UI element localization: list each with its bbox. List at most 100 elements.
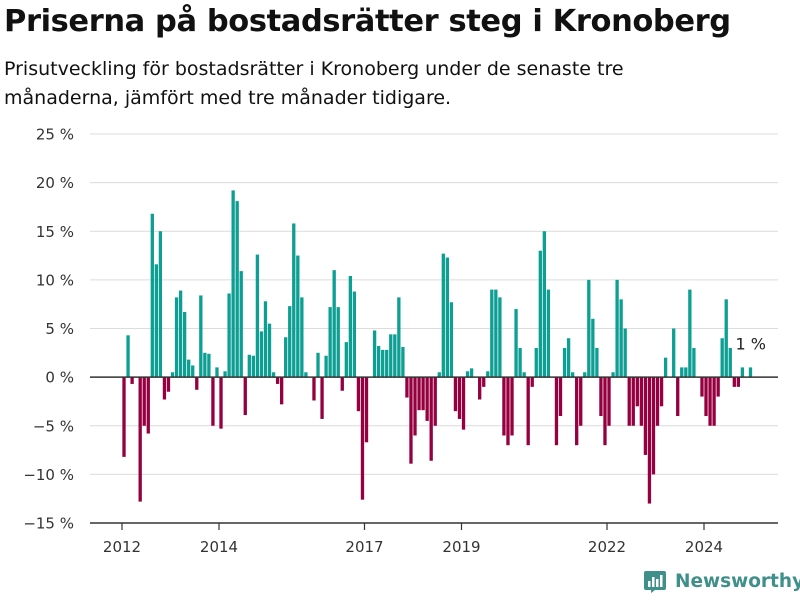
bar [126,335,130,378]
bar [271,372,276,378]
bar [692,347,696,378]
bar [284,337,288,378]
y-tick-label: 5 % [45,320,74,338]
bar [413,377,417,436]
bar [453,377,458,412]
bar [437,372,441,378]
bar [607,377,611,426]
bar [275,377,280,384]
bar [457,377,462,419]
bar [178,290,183,378]
bar [732,377,736,387]
bar [296,255,300,378]
bar [259,331,264,378]
bar [530,377,534,387]
bar [348,275,353,378]
bar [138,377,142,502]
bar [174,297,179,378]
chart-title: Priserna på bostadsrätter steg i Kronobe… [4,4,731,39]
bar [356,377,361,412]
bar [324,355,328,378]
bar [170,372,175,378]
bar [534,347,538,378]
bar [631,377,635,426]
bar [494,289,498,378]
bar [130,377,134,384]
axes [90,376,778,530]
bar [635,377,639,407]
bar [154,264,159,378]
bar [401,346,405,378]
bar [506,377,510,446]
bar [211,377,215,426]
bar [619,299,623,378]
bar [247,354,251,378]
bar [704,377,708,417]
y-tick-label: 20 % [36,174,74,192]
x-tick-label: 2012 [103,538,141,556]
bar [655,377,660,426]
bar [223,371,227,378]
bar [659,377,664,407]
bar [150,213,154,378]
bar [583,372,587,378]
y-tick-label: −10 % [23,466,74,484]
bar [663,357,668,378]
x-tick-label: 2019 [442,538,480,556]
bar [312,377,316,401]
bar [243,377,247,416]
bar [381,349,385,378]
grid-lines [90,133,778,524]
bar [417,377,421,411]
bar [748,367,753,378]
bar [688,289,692,378]
bar [623,328,627,378]
bar [397,297,401,378]
bar [199,295,203,378]
bar [542,231,547,378]
bar [255,254,260,378]
bar [393,334,397,378]
bar [611,372,615,378]
bar [587,279,591,378]
bar [643,377,648,455]
chart-subtitle: Prisutveckling för bostadsrätter i Krono… [4,58,624,109]
bar [146,377,150,434]
newsworthy-logo-icon [644,571,666,593]
bar [672,328,676,378]
bar [724,299,728,378]
bar [316,352,320,378]
newsworthy-logo: Newsworthy [643,569,800,593]
bar [554,377,559,446]
bar [518,347,522,378]
bar [562,347,567,378]
bar [332,270,336,378]
bar [292,223,296,378]
x-tick-label: 2017 [345,538,383,556]
bar [546,289,551,378]
bar [239,271,243,378]
bar [716,377,720,397]
y-tick-label: 15 % [36,223,74,241]
bar [445,257,450,378]
bar [122,377,126,457]
y-tick-label: 10 % [36,271,74,289]
bar [720,338,724,378]
bar [570,372,575,378]
bar [425,377,429,421]
bar [376,346,381,378]
bar [502,377,506,436]
bar [409,377,413,464]
bar [251,355,256,378]
bar [203,352,207,378]
bar [433,377,437,426]
bar-series [122,190,753,504]
bar [595,347,599,378]
x-tick-label: 2022 [588,538,626,556]
bar [364,377,369,443]
bar [195,377,199,390]
bar [684,367,688,378]
bar [336,307,340,378]
bar [219,377,223,429]
